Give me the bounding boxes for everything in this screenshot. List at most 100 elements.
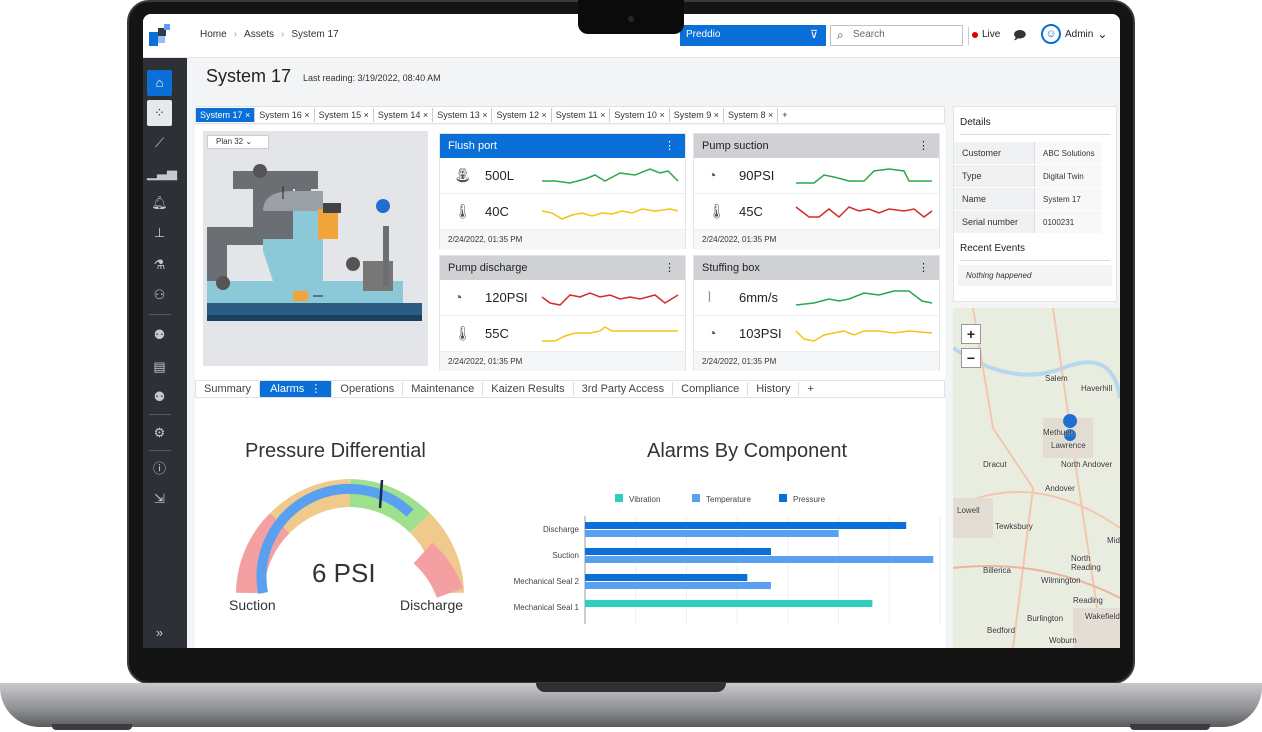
hierarchy-icon[interactable]: ⊥ bbox=[153, 225, 166, 240]
map-place-label: Billerica bbox=[983, 566, 1012, 575]
tab-system-12[interactable]: System 12 × bbox=[492, 108, 552, 122]
details-row: Serial number 0100231 bbox=[954, 210, 1116, 233]
metric-row: ◔ 120PSI bbox=[440, 280, 685, 316]
tab-system-10[interactable]: System 10 × bbox=[610, 108, 670, 122]
users-icon[interactable]: ⚉ bbox=[153, 327, 166, 342]
components-icon[interactable]: ⚇ bbox=[153, 287, 166, 302]
card-header: Stuffing box ⋮ bbox=[694, 256, 939, 280]
metric-value: 6mm/s bbox=[739, 290, 778, 305]
user-menu[interactable]: ☺ Admin ⌄ bbox=[1041, 24, 1107, 44]
live-indicator[interactable]: Live bbox=[972, 29, 1000, 40]
zoom-in-button[interactable]: + bbox=[961, 324, 981, 344]
info-icon[interactable]: ⓘ bbox=[152, 461, 166, 476]
map-place-label: Methuen bbox=[1043, 428, 1075, 437]
tab-alarms[interactable]: Alarms ⋮ bbox=[260, 381, 333, 397]
details-key: Name bbox=[954, 188, 1034, 210]
map-place-label: Mid bbox=[1107, 536, 1120, 545]
project-selector[interactable]: Preddio ⊽ bbox=[680, 25, 826, 46]
divider bbox=[968, 27, 969, 45]
kebab-menu-icon[interactable]: ⋮ bbox=[664, 262, 675, 274]
kebab-menu-icon[interactable]: ⋮ bbox=[664, 140, 675, 152]
card-pump-discharge[interactable]: Pump discharge ⋮ ◔ 120PSI 🌡︎ 55C 2/24/2022,… bbox=[439, 255, 686, 371]
map-place-label: Reading bbox=[1073, 596, 1103, 605]
breadcrumb-assets[interactable]: Assets bbox=[244, 29, 275, 40]
tab-compliance[interactable]: Compliance bbox=[673, 382, 749, 396]
card-pump-suction[interactable]: Pump suction ⋮ ◔ 90PSI 🌡︎ 45C 2/24/2022, 01… bbox=[693, 133, 940, 249]
line-chart-icon[interactable]: ⟋ bbox=[154, 135, 165, 150]
tab-system-15[interactable]: System 15 × bbox=[315, 108, 374, 122]
alarms-bar-chart: Vibration Temperature Pressure Discharge Suc… bbox=[514, 494, 941, 624]
metric-value: 120PSI bbox=[485, 290, 528, 305]
tab-history[interactable]: History bbox=[748, 382, 800, 396]
tab-summary[interactable]: Summary bbox=[196, 382, 261, 396]
user-name: Admin bbox=[1065, 28, 1094, 40]
gear-icon[interactable]: ⚙ bbox=[153, 425, 166, 440]
home-icon[interactable]: ⌂ bbox=[147, 70, 172, 96]
laptop-foot-left bbox=[52, 724, 132, 730]
tab-operations[interactable]: Operations bbox=[332, 382, 404, 396]
zoom-out-button[interactable]: − bbox=[961, 348, 981, 368]
details-value: ABC Solutions bbox=[1034, 142, 1102, 164]
breadcrumb-home[interactable]: Home bbox=[200, 29, 227, 40]
map-place-label: Bedford bbox=[987, 626, 1016, 635]
tab-maintenance[interactable]: Maintenance bbox=[403, 382, 484, 396]
app-logo[interactable] bbox=[149, 24, 171, 46]
tab-3rd-party-access[interactable]: 3rd Party Access bbox=[574, 382, 674, 396]
details-key: Serial number bbox=[954, 211, 1034, 233]
category-label: Discharge bbox=[543, 525, 580, 534]
add-tab-button[interactable]: + bbox=[807, 383, 814, 395]
export-icon[interactable]: ⇲ bbox=[154, 491, 165, 506]
metric-value: 90PSI bbox=[739, 168, 775, 183]
flask-icon[interactable]: ⚗ bbox=[153, 257, 166, 272]
metric-row: ⛲︎ 500L bbox=[440, 158, 685, 194]
card-timestamp: 2/24/2022, 01:35 PM bbox=[440, 352, 685, 371]
bar bbox=[585, 548, 771, 555]
laptop-foot-right bbox=[1130, 724, 1210, 730]
card-flush-port[interactable]: Flush port ⋮ ⛲︎ 500L 🌡︎ 40C 2/24/2022, 01:3… bbox=[439, 133, 686, 249]
tab-system-14[interactable]: System 14 × bbox=[374, 108, 434, 122]
add-tab-button[interactable]: + bbox=[782, 110, 788, 120]
metric-row: ◔ 90PSI bbox=[694, 158, 939, 194]
sparkline bbox=[542, 326, 678, 342]
sidebar-divider bbox=[149, 414, 171, 415]
tab-system-9[interactable]: System 9 × bbox=[670, 108, 724, 122]
tab-system-16[interactable]: System 16 × bbox=[255, 108, 315, 122]
plan-selector[interactable]: Plan 32 ⌄ bbox=[207, 135, 269, 149]
document-icon[interactable]: ▤ bbox=[153, 359, 166, 374]
kebab-menu-icon[interactable]: ⋮ bbox=[918, 262, 929, 274]
bell-icon[interactable]: 🔔︎ bbox=[151, 195, 168, 210]
location-map[interactable]: + − Salem Haverhill Methuen Lawrence Dracut N… bbox=[953, 308, 1120, 648]
breadcrumb: Home › Assets › System 17 bbox=[200, 29, 339, 40]
details-table: Customer ABC Solutions Type Digital Twin Nam… bbox=[954, 141, 1116, 233]
kebab-menu-icon[interactable]: ⋮ bbox=[310, 383, 322, 395]
tab-kaizen-results[interactable]: Kaizen Results bbox=[483, 382, 574, 396]
tab-system-11[interactable]: System 11 × bbox=[552, 108, 611, 122]
tab-system-17[interactable]: System 17 × bbox=[196, 108, 256, 122]
tab-system-13[interactable]: System 13 × bbox=[433, 108, 493, 122]
map-place-label: Dracut bbox=[983, 460, 1007, 469]
sparkline bbox=[795, 206, 933, 219]
chat-icon[interactable]: 🗩 bbox=[1013, 28, 1027, 42]
network-icon[interactable]: ⁘ bbox=[147, 100, 172, 126]
alarms-panel: Pressure Differential 6 PSI Suction Disc… bbox=[195, 398, 945, 648]
bar bbox=[585, 556, 934, 563]
details-row: Customer ABC Solutions bbox=[954, 141, 1116, 164]
team-icon[interactable]: ⚉ bbox=[153, 389, 166, 404]
live-dot-icon bbox=[972, 31, 978, 38]
pump-diagram: Plan 32 ⌄ bbox=[203, 131, 428, 366]
sparkline bbox=[541, 208, 679, 220]
details-panel: Details Customer ABC Solutions Type Digital… bbox=[953, 106, 1117, 302]
tab-system-8[interactable]: System 8 × bbox=[724, 108, 779, 122]
metric-row: 🌡︎ 45C bbox=[694, 194, 939, 230]
search-input[interactable]: ⌕ Search bbox=[830, 25, 963, 46]
expand-sidebar-icon[interactable]: » bbox=[155, 625, 164, 640]
pressure-gauge bbox=[236, 479, 464, 599]
system-overview-panel: Plan 32 ⌄ Flush port ⋮ ⛲︎ 500L 🌡︎ 40C 2/24/… bbox=[195, 125, 945, 380]
card-stuffing-box[interactable]: Stuffing box ⋮ ⦚ 6mm/s ◔ 103PSI 2/24/2022, … bbox=[693, 255, 940, 371]
card-header: Flush port ⋮ bbox=[440, 134, 685, 158]
last-reading: Last reading: 3/19/2022, 08:40 AM bbox=[303, 73, 441, 83]
bar-chart-icon[interactable]: ▁▃▅ bbox=[147, 165, 177, 180]
map-place-label: Salem bbox=[1045, 374, 1068, 383]
kebab-menu-icon[interactable]: ⋮ bbox=[918, 140, 929, 152]
